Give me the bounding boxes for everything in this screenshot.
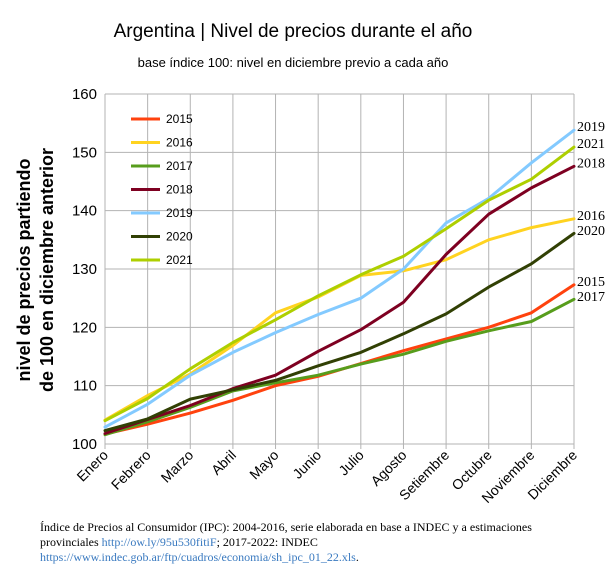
end-label-2020: 2020 (577, 224, 605, 239)
y-axis-ticks: 100 110 120 130 140 150 160 (72, 86, 97, 453)
series-line-2018 (103, 164, 576, 435)
y-axis-label-line1: nivel de precios partiendo (14, 158, 34, 381)
end-label-2019: 2019 (577, 120, 605, 135)
series-line-2017 (103, 297, 576, 437)
legend-label-2019: 2019 (166, 206, 193, 220)
legend-label-2016: 2016 (166, 136, 193, 150)
legend-label-2015: 2015 (166, 112, 193, 126)
series-line-2019 (103, 128, 576, 429)
series-line-2020 (103, 231, 576, 433)
legend-label-2020: 2020 (166, 230, 193, 244)
footnote-line2-rest: ; 2017-2022: INDEC (216, 535, 318, 549)
x-tick-label: Marzo (158, 447, 197, 486)
x-tick-label: Agosto (367, 447, 409, 489)
source-link-1[interactable]: http://ow.ly/95u530fitiF (101, 535, 217, 549)
series-line-2016 (103, 217, 576, 422)
y-tick-label: 130 (72, 261, 97, 278)
end-label-2018: 2018 (577, 156, 605, 171)
legend-label-2018: 2018 (166, 183, 193, 197)
line-chart: Argentina | Nivel de precios durante el … (14, 21, 605, 506)
footnote-line3-rest: . (355, 550, 359, 564)
end-label-2017: 2017 (577, 290, 605, 305)
x-tick-label: Julio (335, 447, 367, 479)
series-line-2021 (103, 145, 576, 423)
y-tick-label: 160 (72, 86, 97, 103)
y-axis-label-line2: de 100 en diciembre anterior (37, 148, 57, 392)
legend-label-2017: 2017 (166, 159, 193, 173)
y-tick-label: 120 (72, 319, 97, 336)
chart-title: Argentina | Nivel de precios durante el … (114, 21, 473, 42)
grid (104, 93, 575, 449)
footnote-line1: Índice de Precios al Consumidor (IPC): 2… (40, 520, 532, 534)
legend: 2015 2016 2017 2018 2019 2020 2021 (131, 112, 193, 267)
end-label-2016: 2016 (577, 209, 605, 224)
end-label-2021: 2021 (577, 137, 605, 152)
x-tick-label: Abril (208, 447, 239, 478)
y-tick-label: 150 (72, 144, 97, 161)
series-lines (103, 128, 576, 437)
x-tick-label: Febrero (108, 447, 154, 493)
end-label-2015: 2015 (577, 275, 605, 290)
chart-subtitle: base índice 100: nivel en diciembre prev… (138, 55, 449, 70)
y-tick-label: 100 (72, 436, 97, 453)
x-tick-label: Mayo (246, 447, 282, 483)
x-tick-label: Junio (289, 447, 324, 482)
y-tick-label: 110 (73, 378, 97, 395)
legend-label-2021: 2021 (166, 253, 193, 267)
footnote: Índice de Precios al Consumidor (IPC): 2… (40, 520, 600, 565)
footnote-line2-text: provinciales (40, 535, 102, 549)
y-tick-label: 140 (72, 203, 97, 220)
source-link-2[interactable]: https://www.indec.gob.ar/ftp/cuadros/eco… (40, 550, 356, 564)
